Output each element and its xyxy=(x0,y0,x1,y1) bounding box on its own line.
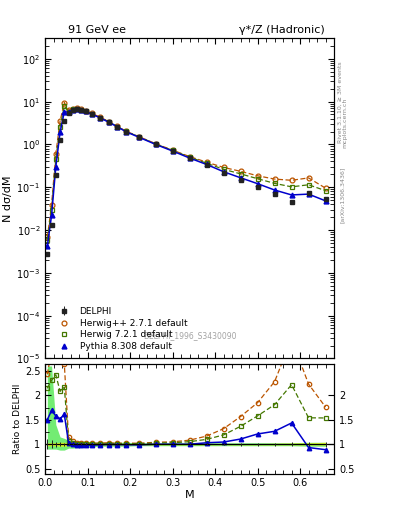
Pythia 8.308 default xyxy=(255,181,260,187)
Herwig 7.2.1 default xyxy=(75,105,79,112)
Line: Herwig 7.2.1 default: Herwig 7.2.1 default xyxy=(45,104,328,242)
Pythia 8.308 default xyxy=(83,109,88,115)
Herwig 7.2.1 default xyxy=(90,111,94,117)
Herwig 7.2.1 default xyxy=(58,123,62,130)
Herwig 7.2.1 default xyxy=(323,187,328,194)
Herwig 7.2.1 default xyxy=(255,176,260,182)
Pythia 8.308 default xyxy=(187,155,192,161)
Y-axis label: Ratio to DELPHI: Ratio to DELPHI xyxy=(13,383,22,454)
Herwig++ 2.7.1 default xyxy=(45,234,50,240)
Herwig 7.2.1 default xyxy=(115,123,120,130)
Herwig++ 2.7.1 default xyxy=(62,99,67,105)
Herwig++ 2.7.1 default xyxy=(272,176,277,182)
Pythia 8.308 default xyxy=(272,187,277,193)
Herwig 7.2.1 default xyxy=(70,106,75,112)
Herwig++ 2.7.1 default xyxy=(107,119,111,125)
Pythia 8.308 default xyxy=(79,107,84,113)
Herwig++ 2.7.1 default xyxy=(53,151,58,157)
Pythia 8.308 default xyxy=(70,106,75,113)
Herwig++ 2.7.1 default xyxy=(66,107,71,113)
Herwig 7.2.1 default xyxy=(306,182,311,188)
Herwig 7.2.1 default xyxy=(153,141,158,147)
Herwig 7.2.1 default xyxy=(79,106,84,113)
Text: γ*/Z (Hadronic): γ*/Z (Hadronic) xyxy=(239,25,325,35)
Herwig++ 2.7.1 default xyxy=(187,154,192,160)
Herwig++ 2.7.1 default xyxy=(255,173,260,179)
Herwig++ 2.7.1 default xyxy=(58,118,62,124)
Herwig 7.2.1 default xyxy=(83,108,88,114)
Herwig 7.2.1 default xyxy=(187,154,192,160)
Text: DELPHI_1996_S3430090: DELPHI_1996_S3430090 xyxy=(143,331,236,340)
Herwig 7.2.1 default xyxy=(66,109,71,115)
Herwig 7.2.1 default xyxy=(289,184,294,190)
Herwig++ 2.7.1 default xyxy=(221,164,226,170)
Pythia 8.308 default xyxy=(306,191,311,197)
Pythia 8.308 default xyxy=(45,243,50,249)
Herwig++ 2.7.1 default xyxy=(79,106,84,113)
Herwig 7.2.1 default xyxy=(49,206,54,212)
Pythia 8.308 default xyxy=(49,212,54,219)
Pythia 8.308 default xyxy=(323,198,328,204)
Pythia 8.308 default xyxy=(136,134,141,140)
Herwig++ 2.7.1 default xyxy=(123,128,128,134)
Herwig++ 2.7.1 default xyxy=(323,185,328,191)
Herwig 7.2.1 default xyxy=(204,160,209,166)
Herwig++ 2.7.1 default xyxy=(170,147,175,153)
Pythia 8.308 default xyxy=(58,130,62,136)
Line: Herwig++ 2.7.1 default: Herwig++ 2.7.1 default xyxy=(45,100,328,240)
Herwig 7.2.1 default xyxy=(53,156,58,162)
Pythia 8.308 default xyxy=(170,148,175,154)
Herwig 7.2.1 default xyxy=(221,166,226,173)
Pythia 8.308 default xyxy=(107,119,111,125)
Pythia 8.308 default xyxy=(53,164,58,170)
Herwig++ 2.7.1 default xyxy=(70,105,75,112)
Herwig 7.2.1 default xyxy=(123,129,128,135)
Pythia 8.308 default xyxy=(115,124,120,130)
Herwig++ 2.7.1 default xyxy=(98,114,103,120)
Text: 91 GeV ee: 91 GeV ee xyxy=(68,25,126,35)
Herwig 7.2.1 default xyxy=(136,134,141,140)
Herwig++ 2.7.1 default xyxy=(83,108,88,114)
Herwig++ 2.7.1 default xyxy=(75,105,79,112)
Herwig 7.2.1 default xyxy=(170,147,175,154)
Herwig 7.2.1 default xyxy=(62,103,67,109)
Herwig++ 2.7.1 default xyxy=(204,159,209,165)
Line: Pythia 8.308 default: Pythia 8.308 default xyxy=(45,106,328,248)
Herwig 7.2.1 default xyxy=(238,171,243,177)
Herwig++ 2.7.1 default xyxy=(90,111,94,117)
Legend: DELPHI, Herwig++ 2.7.1 default, Herwig 7.2.1 default, Pythia 8.308 default: DELPHI, Herwig++ 2.7.1 default, Herwig 7… xyxy=(50,304,190,354)
Herwig++ 2.7.1 default xyxy=(49,202,54,208)
Pythia 8.308 default xyxy=(238,175,243,181)
Text: [arXiv:1306.3436]: [arXiv:1306.3436] xyxy=(340,166,345,223)
Herwig++ 2.7.1 default xyxy=(115,123,120,130)
Herwig 7.2.1 default xyxy=(45,237,50,243)
Pythia 8.308 default xyxy=(75,106,79,112)
Pythia 8.308 default xyxy=(221,168,226,175)
Herwig 7.2.1 default xyxy=(272,180,277,186)
X-axis label: M: M xyxy=(185,490,195,500)
Pythia 8.308 default xyxy=(204,161,209,167)
Herwig++ 2.7.1 default xyxy=(289,177,294,183)
Pythia 8.308 default xyxy=(289,192,294,198)
Text: mcplots.cern.ch: mcplots.cern.ch xyxy=(343,98,347,148)
Herwig++ 2.7.1 default xyxy=(153,141,158,147)
Herwig 7.2.1 default xyxy=(107,119,111,125)
Pythia 8.308 default xyxy=(123,129,128,135)
Pythia 8.308 default xyxy=(153,141,158,147)
Pythia 8.308 default xyxy=(90,111,94,117)
Herwig++ 2.7.1 default xyxy=(238,168,243,175)
Herwig 7.2.1 default xyxy=(98,115,103,121)
Y-axis label: N dσ/dM: N dσ/dM xyxy=(4,175,13,222)
Herwig++ 2.7.1 default xyxy=(136,134,141,140)
Pythia 8.308 default xyxy=(98,115,103,121)
Herwig++ 2.7.1 default xyxy=(306,175,311,181)
Pythia 8.308 default xyxy=(62,109,67,115)
Pythia 8.308 default xyxy=(66,109,71,115)
Text: Rivet 3.1.10, ≥ 3M events: Rivet 3.1.10, ≥ 3M events xyxy=(338,61,342,143)
